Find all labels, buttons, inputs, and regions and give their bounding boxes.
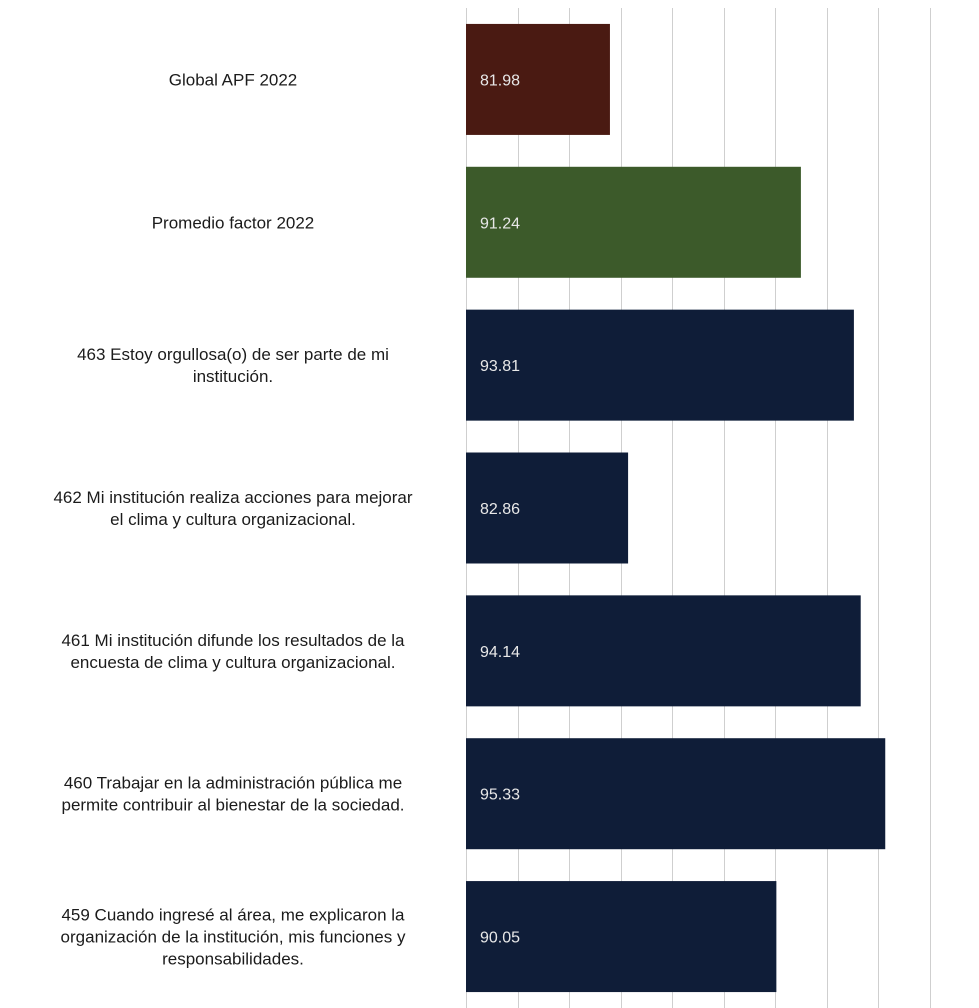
category-label-line: el clima y cultura organizacional. [110, 510, 356, 529]
category-label-line: organización de la institución, mis func… [61, 928, 406, 947]
category-label: 459 Cuando ingresé al área, me explicaro… [61, 906, 406, 969]
bar [466, 23, 610, 135]
category-label-line: Global APF 2022 [169, 70, 298, 89]
category-label-line: 459 Cuando ingresé al área, me explicaro… [61, 906, 405, 925]
category-label: 462 Mi institución realiza acciones para… [53, 488, 412, 529]
category-label: 460 Trabajar en la administración públic… [61, 774, 404, 815]
category-label-line: 463 Estoy orgullosa(o) de ser parte de m… [77, 345, 389, 364]
bar [466, 595, 861, 707]
category-label: 461 Mi institución difunde los resultado… [61, 631, 405, 672]
data-label: 95.33 [480, 787, 520, 804]
data-label: 82.86 [480, 501, 520, 518]
category-label-line: encuesta de clima y cultura organizacion… [70, 653, 395, 672]
category-label-line: 460 Trabajar en la administración públic… [64, 774, 402, 793]
category-label: Promedio factor 2022 [152, 213, 315, 232]
category-label: Global APF 2022 [169, 70, 298, 89]
data-label: 91.24 [480, 215, 520, 232]
data-label: 90.05 [480, 930, 520, 947]
category-label-line: responsabilidades. [162, 950, 304, 969]
category-label-line: institución. [193, 367, 273, 386]
bar [466, 738, 886, 850]
category-label-line: 461 Mi institución difunde los resultado… [61, 631, 405, 650]
category-label-line: permite contribuir al bienestar de la so… [61, 796, 404, 815]
category-label-line: Promedio factor 2022 [152, 213, 315, 232]
category-label-line: 462 Mi institución realiza acciones para… [53, 488, 412, 507]
data-label: 93.81 [480, 358, 520, 375]
bar [466, 452, 629, 564]
bar [466, 881, 777, 993]
bar [466, 309, 854, 421]
data-label: 81.98 [480, 72, 520, 89]
data-label: 94.14 [480, 644, 520, 661]
category-label: 463 Estoy orgullosa(o) de ser parte de m… [77, 345, 389, 386]
bar [466, 166, 801, 278]
